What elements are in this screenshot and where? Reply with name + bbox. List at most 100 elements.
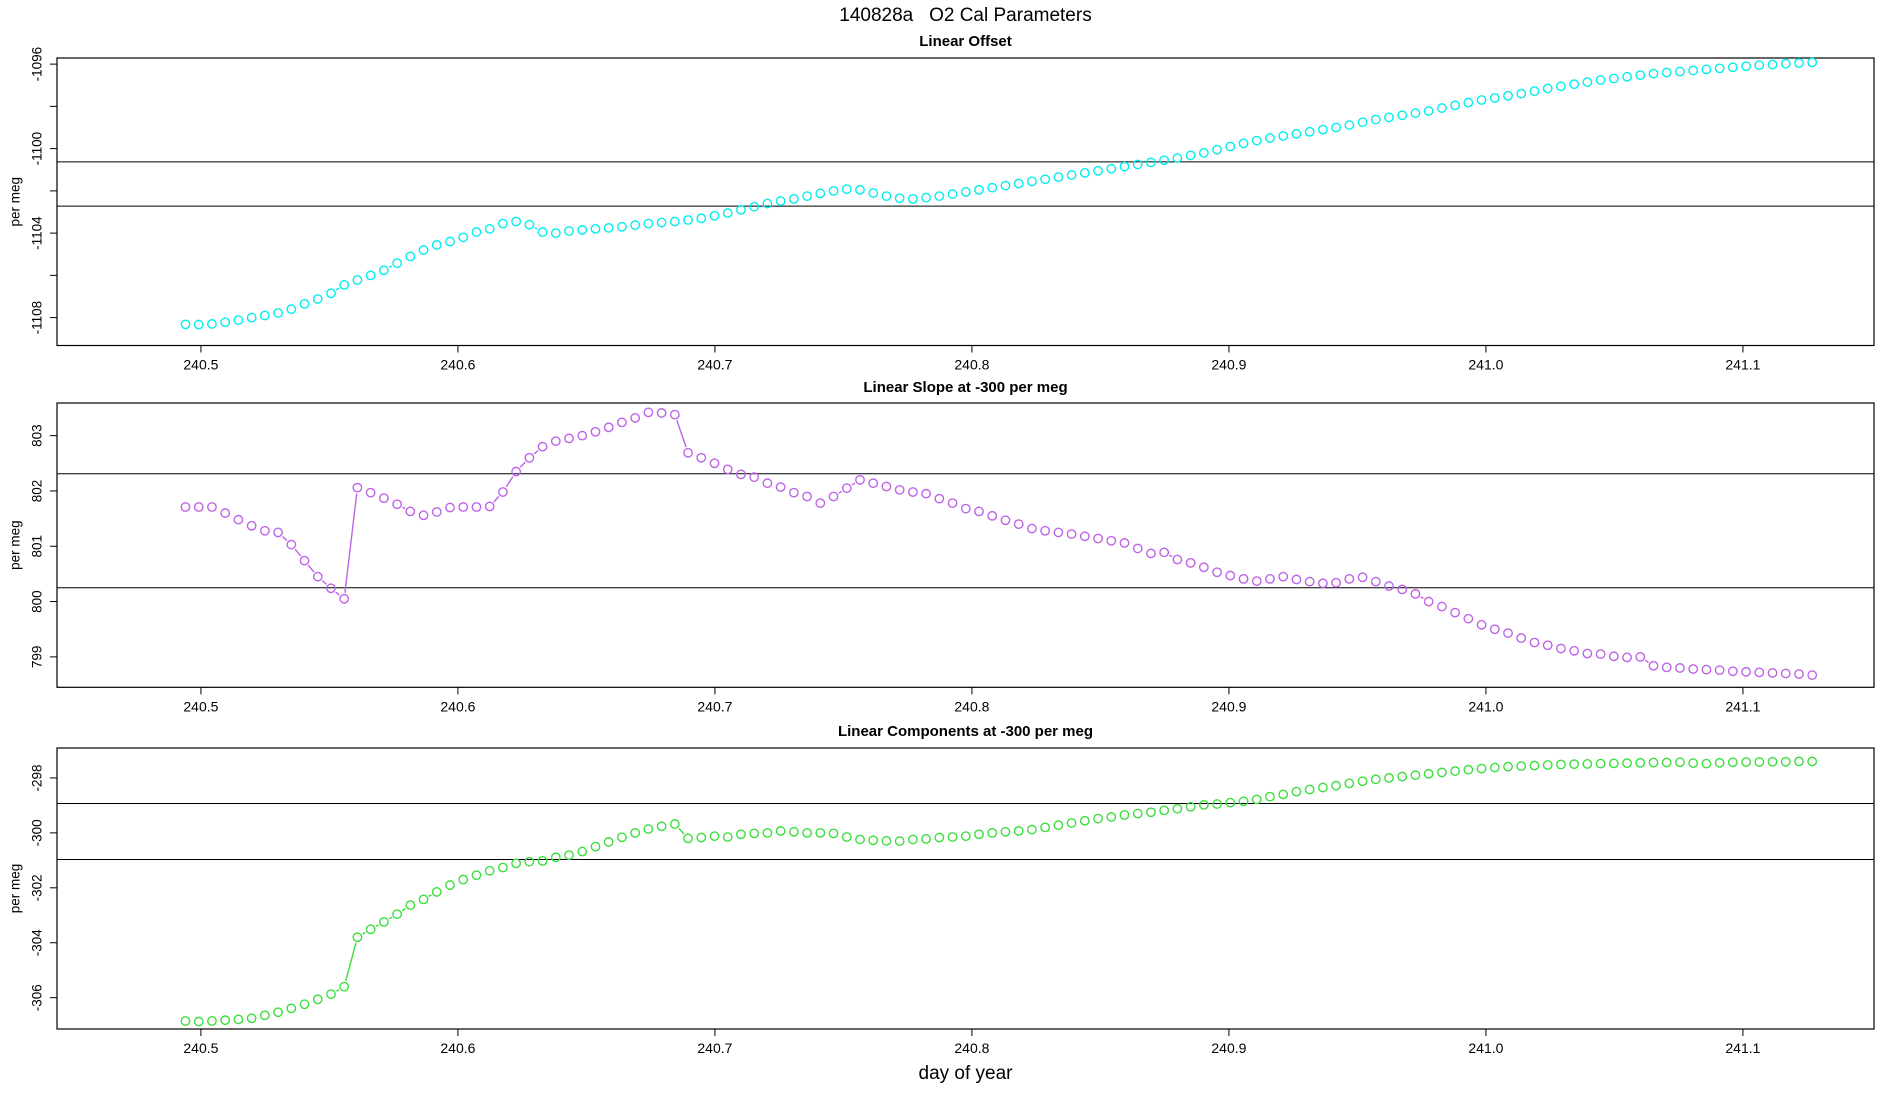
data-point: [1516, 88, 1527, 99]
y-axis-tick-label: -298: [30, 764, 45, 791]
data-point: [630, 220, 641, 230]
series-segment: [1644, 659, 1649, 663]
x-axis-tick-label: 240.6: [440, 357, 475, 373]
data-point: [894, 193, 905, 204]
data-point: [1503, 628, 1513, 638]
data-point: [1185, 150, 1196, 161]
data-point: [431, 240, 442, 250]
data-point: [921, 488, 932, 499]
data-point: [696, 452, 707, 463]
data-point: [1569, 79, 1580, 90]
data-point: [1463, 613, 1474, 624]
data-point: [1675, 66, 1685, 77]
data-point: [1225, 797, 1236, 808]
data-point: [921, 834, 932, 844]
data-point: [960, 187, 971, 197]
data-point: [1450, 766, 1461, 776]
data-point: [1688, 65, 1699, 76]
series-segment: [519, 461, 526, 468]
data-point: [1053, 172, 1064, 183]
data-point: [1450, 100, 1461, 111]
x-axis-tick-label: 240.9: [1211, 1040, 1246, 1056]
data-point: [788, 826, 799, 837]
y-axis-tick-label: 801: [30, 535, 45, 558]
x-axis-label: day of year: [918, 1063, 1013, 1084]
data-point: [378, 916, 389, 927]
series-segment: [534, 226, 538, 230]
panel-title-linear-slope: Linear Slope at -300 per meg: [863, 379, 1068, 396]
data-point: [1794, 669, 1804, 679]
data-point: [392, 909, 403, 920]
data-point: [762, 478, 773, 489]
series-segment: [533, 450, 539, 455]
x-axis-tick-label: 241.0: [1468, 357, 1503, 373]
data-point: [722, 464, 733, 475]
data-point: [749, 828, 760, 839]
data-point: [1198, 799, 1209, 810]
data-point: [1265, 573, 1275, 584]
data-point: [577, 430, 588, 441]
data-point: [1701, 64, 1712, 75]
x-axis-tick-label: 240.9: [1211, 698, 1246, 714]
data-point: [1754, 757, 1765, 767]
data-point: [1225, 570, 1236, 581]
data-point: [947, 189, 958, 199]
data-point: [590, 223, 601, 234]
data-point: [1542, 760, 1553, 770]
data-point: [286, 1003, 297, 1014]
panel-title-linear-offset: Linear Offset: [919, 33, 1012, 50]
data-point: [312, 994, 323, 1005]
data-point: [445, 236, 455, 247]
data-point: [1754, 60, 1765, 71]
data-point: [1595, 758, 1606, 769]
data-point: [1066, 170, 1077, 180]
data-point: [630, 413, 641, 423]
data-point: [1754, 667, 1765, 678]
data-point: [1384, 112, 1394, 123]
data-point: [815, 498, 826, 509]
panel-title-linear-components: Linear Components at -300 per meg: [837, 723, 1094, 740]
data-point: [1807, 756, 1818, 767]
x-axis-tick-label: 240.8: [954, 698, 989, 714]
data-point: [418, 894, 429, 905]
data-point: [1317, 782, 1328, 793]
data-point: [180, 502, 191, 512]
data-point: [1238, 573, 1249, 584]
data-point: [1040, 174, 1051, 185]
data-point: [1079, 815, 1090, 826]
data-point: [1370, 774, 1381, 785]
data-point: [947, 832, 958, 842]
data-point: [458, 232, 469, 243]
data-point: [1727, 757, 1738, 768]
x-axis-tick-label: 241.1: [1725, 357, 1760, 373]
data-point: [1410, 108, 1421, 119]
data-point: [775, 826, 786, 836]
data-point: [1542, 640, 1553, 651]
data-point: [1582, 648, 1593, 659]
data-point: [524, 856, 535, 867]
data-point: [841, 483, 852, 494]
data-point: [352, 932, 363, 943]
data-point: [669, 409, 680, 420]
data-point: [775, 196, 786, 206]
data-point: [511, 216, 522, 227]
data-point: [1780, 58, 1791, 69]
data-point: [1450, 607, 1461, 618]
data-point: [1265, 791, 1275, 802]
data-point: [378, 265, 389, 276]
data-point: [1476, 763, 1487, 774]
series-segment: [851, 482, 856, 486]
data-point: [1013, 826, 1024, 836]
data-point: [220, 317, 231, 328]
data-point: [537, 441, 548, 452]
data-point: [960, 503, 971, 514]
data-point: [1807, 670, 1818, 681]
data-point: [934, 832, 945, 843]
data-point: [1106, 812, 1117, 822]
data-point: [299, 298, 310, 309]
data-point: [1000, 180, 1011, 191]
data-point: [1384, 773, 1394, 783]
data-point: [1278, 131, 1289, 141]
y-axis-tick-label: 803: [30, 424, 45, 447]
data-point: [1040, 822, 1051, 833]
